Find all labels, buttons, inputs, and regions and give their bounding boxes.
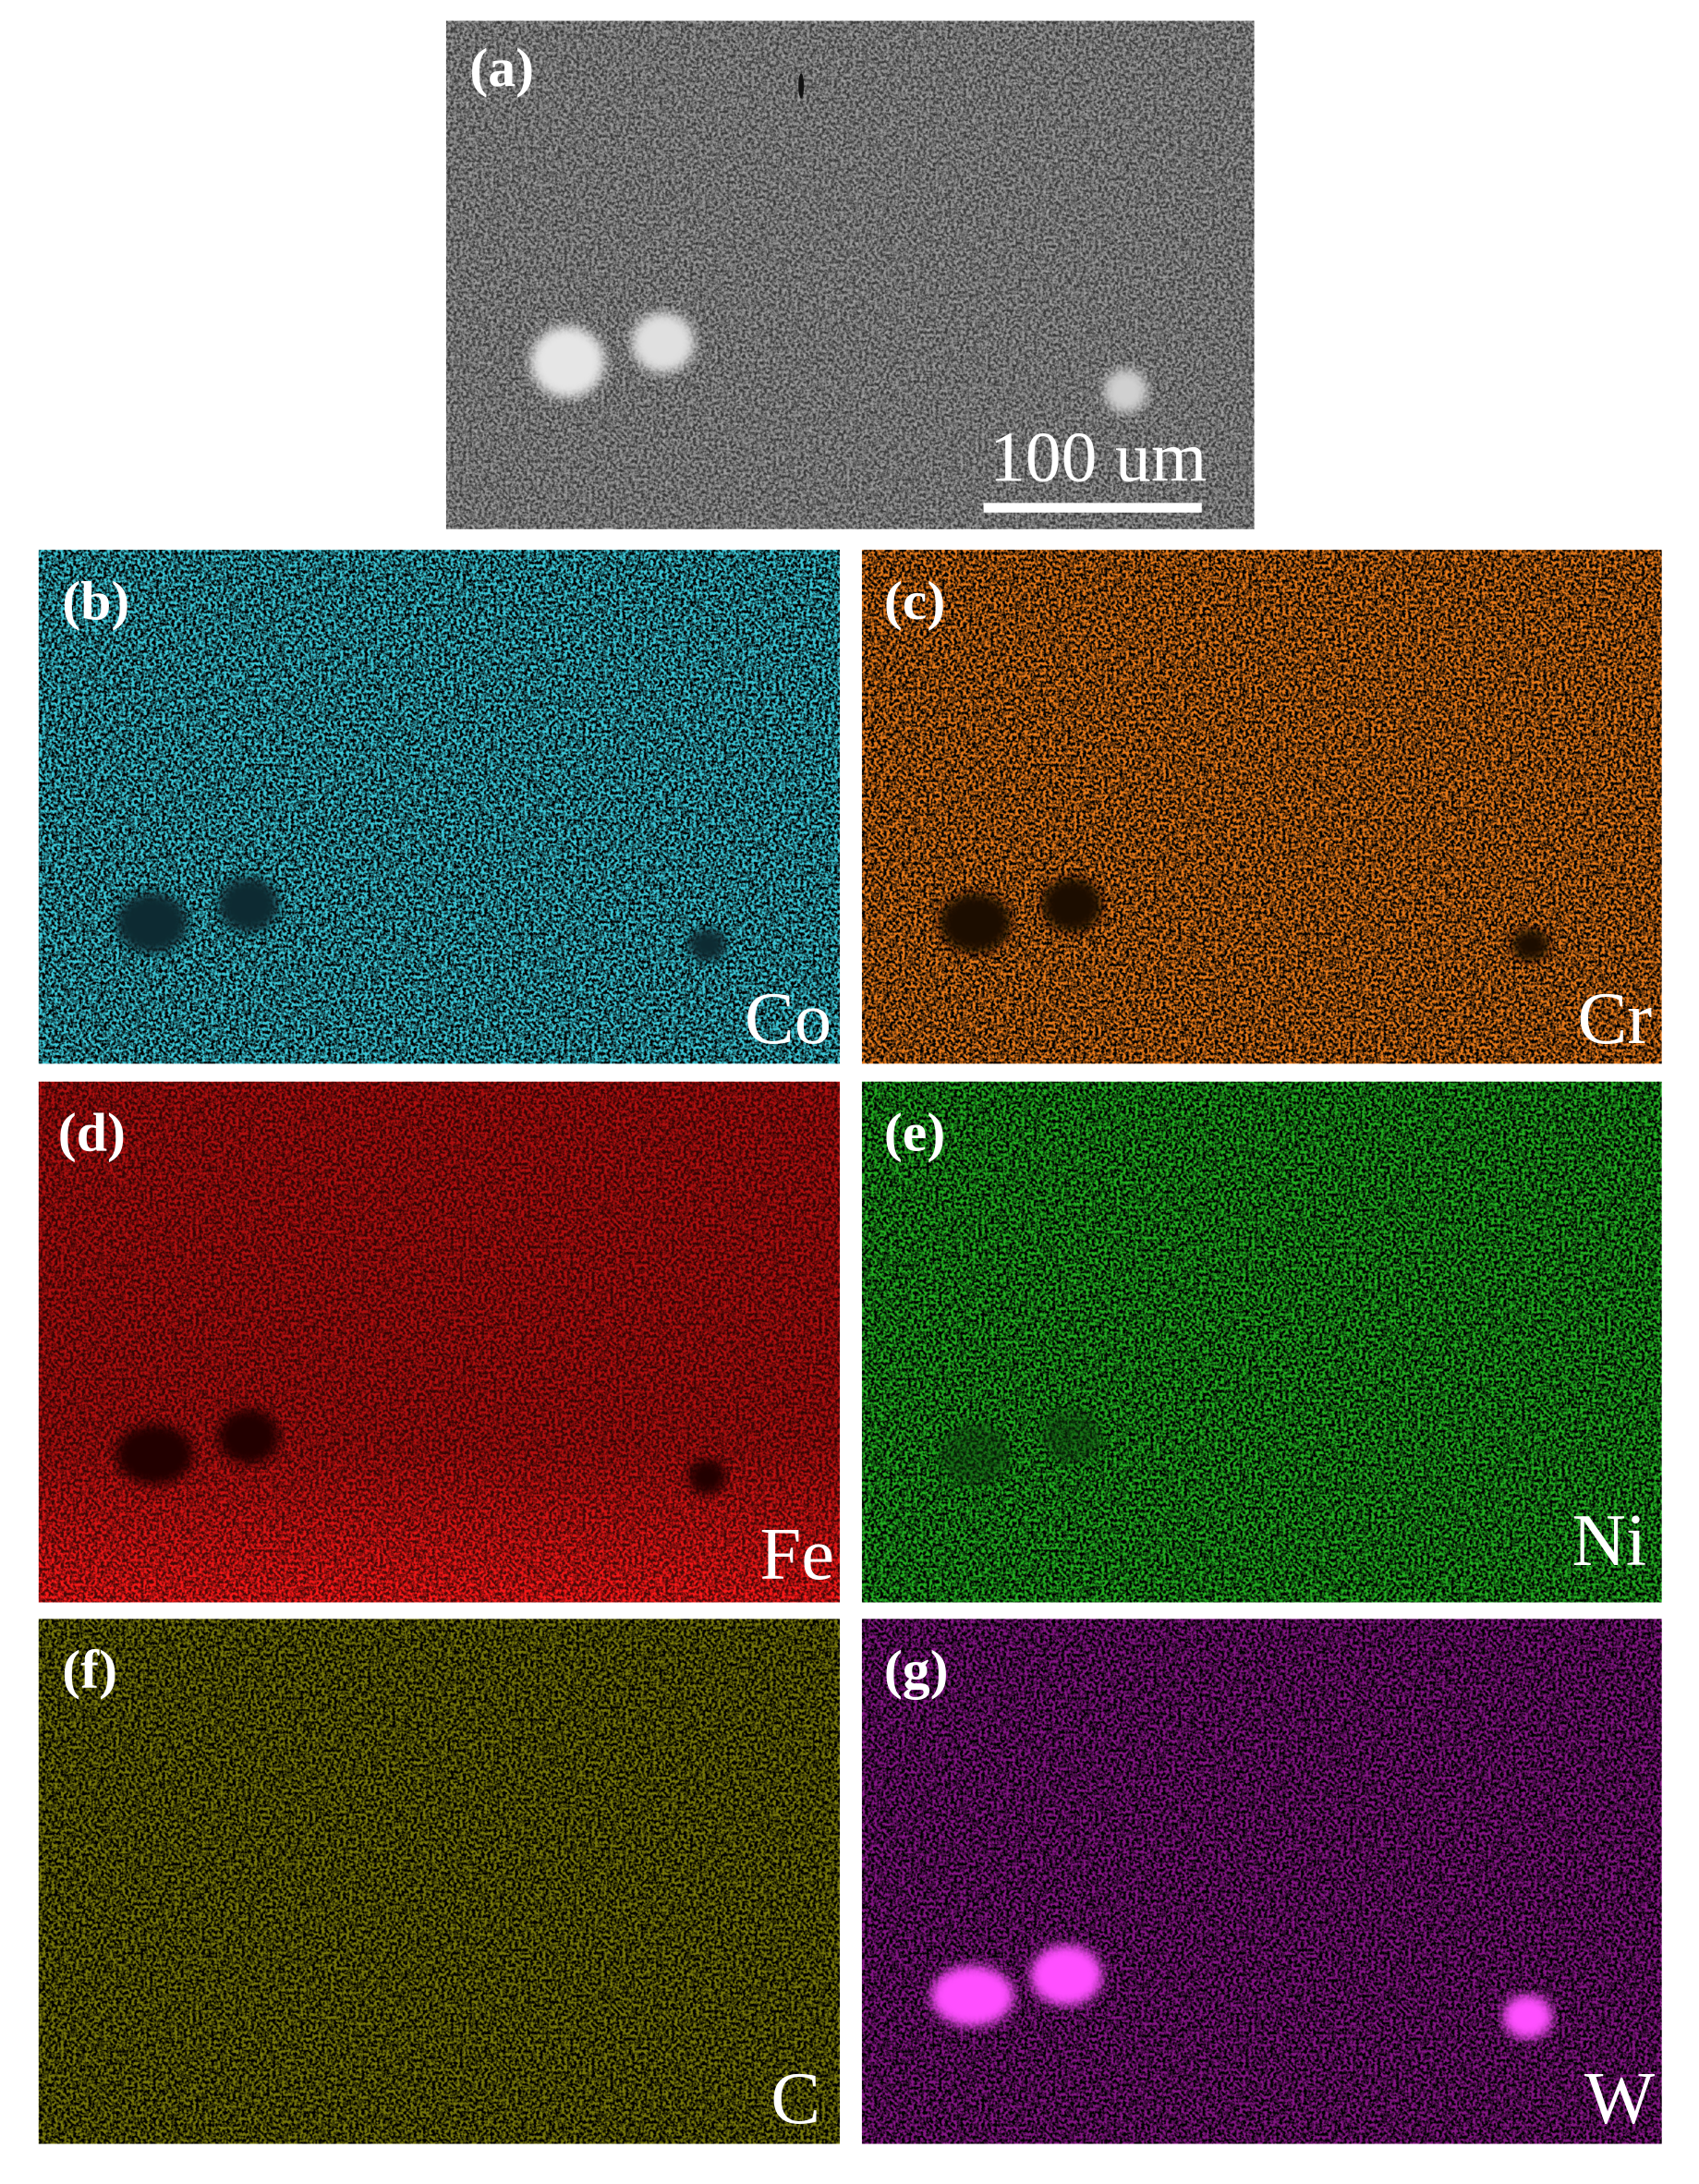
panel-a: (a) 100 um (445, 20, 1255, 529)
scale-bar-label: 100 um (989, 417, 1207, 496)
element-label: Cr (1577, 977, 1652, 1060)
panel-label: (g) (884, 1639, 949, 1700)
panel-g: (g) W (861, 1619, 1662, 2144)
scale-bar (983, 503, 1202, 513)
panel-label: (f) (62, 1639, 117, 1700)
panel-d: (d) Fe (38, 1081, 841, 1603)
element-label: W (1584, 2057, 1656, 2140)
panel-label: (a) (469, 37, 534, 98)
panel-label: (c) (884, 570, 945, 631)
panel-c: (c) Cr (861, 550, 1662, 1064)
panel-e: (e) Ni (861, 1081, 1662, 1603)
panel-f: (f) C (38, 1619, 841, 2144)
element-label: C (771, 2057, 820, 2140)
panel-b: (b) Co (38, 550, 841, 1064)
element-label: Ni (1572, 1499, 1646, 1582)
element-label: Fe (759, 1513, 834, 1596)
element-label: Co (745, 977, 831, 1060)
panel-label: (b) (62, 570, 129, 631)
panel-label: (d) (58, 1102, 126, 1163)
panel-label: (e) (884, 1102, 945, 1163)
